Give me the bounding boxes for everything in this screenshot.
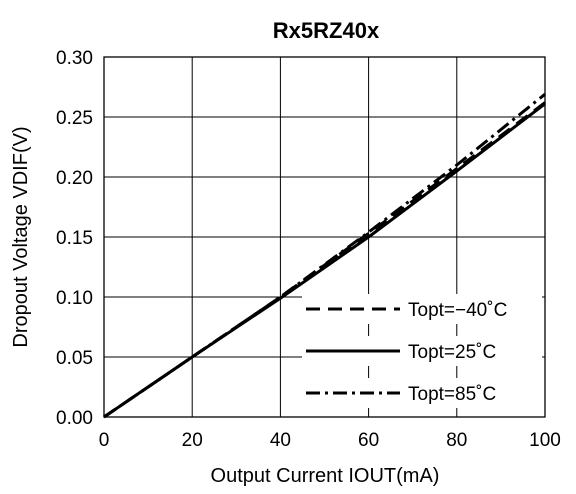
x-tick-label: 100: [529, 430, 561, 451]
y-tick-label: 0.00: [56, 408, 93, 429]
x-tick-label: 20: [182, 430, 203, 451]
x-tick-label: 0: [99, 430, 110, 451]
series-layer: [103, 93, 546, 419]
legend-label: Topt=25˚C: [408, 342, 496, 363]
series-line: [103, 101, 546, 419]
series-line: [103, 93, 546, 419]
y-tick-label: 0.20: [56, 168, 93, 189]
x-axis-label: Output Current IOUT(mA): [211, 465, 440, 487]
series-line: [103, 102, 546, 419]
x-tick-labels: 0 20 40 60 80 100: [99, 430, 561, 451]
legend: Topt=−40˚C Topt=25˚C Topt=85˚C: [302, 294, 542, 408]
y-tick-label: 0.10: [56, 288, 93, 309]
y-tick-label: 0.15: [56, 228, 93, 249]
y-tick-label: 0.30: [56, 48, 93, 69]
x-tick-label: 60: [358, 430, 379, 451]
legend-label: Topt=−40˚C: [408, 300, 507, 321]
plot-area-border: [103, 56, 546, 418]
y-tick-labels: 0.00 0.05 0.10 0.15 0.20 0.25 0.30: [56, 48, 93, 429]
chart-title: Rx5RZ40x: [273, 18, 380, 43]
legend-label: Topt=85˚C: [408, 384, 496, 405]
x-tick-label: 80: [446, 430, 467, 451]
y-tick-label: 0.05: [56, 348, 93, 369]
x-tick-label: 40: [270, 430, 291, 451]
y-tick-label: 0.25: [56, 108, 93, 129]
y-axis-label: Dropout Voltage VDIF(V): [10, 126, 32, 347]
